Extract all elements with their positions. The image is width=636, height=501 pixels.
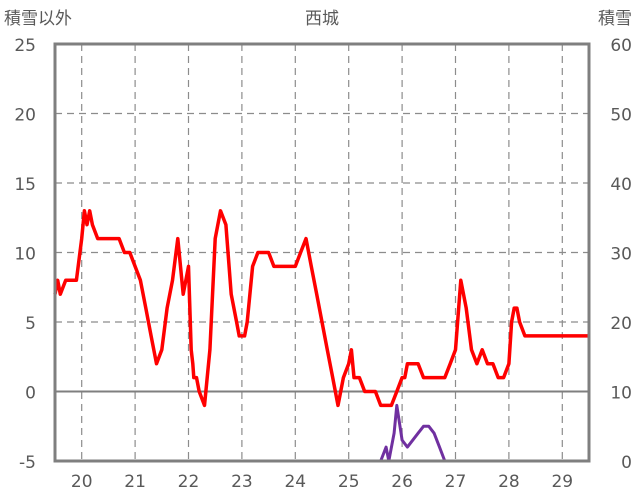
left-axis-title: 積雪以外 xyxy=(4,9,72,29)
right-tick-label-0: 60 xyxy=(610,36,632,56)
x-tick-label-0: 20 xyxy=(71,472,93,492)
x-tick-label-2: 22 xyxy=(178,472,200,492)
series-line-1 xyxy=(55,403,589,463)
plot-frame xyxy=(53,42,591,463)
x-tick-label-7: 27 xyxy=(445,472,467,492)
left-tick-label-2: 15 xyxy=(14,175,36,195)
x-tick-label-8: 28 xyxy=(498,472,520,492)
x-tick-label-4: 24 xyxy=(284,472,306,492)
right-tick-label-2: 40 xyxy=(610,175,632,195)
right-axis-title: 積雪 xyxy=(598,9,632,29)
series-layer xyxy=(53,209,589,463)
left-axis-ticks: 25 20 15 10 5 0 -5 xyxy=(14,36,36,473)
right-tick-label-6: 0 xyxy=(621,453,632,473)
x-tick-label-1: 21 xyxy=(124,472,146,492)
right-tick-label-3: 30 xyxy=(610,245,632,265)
series-line-0 xyxy=(53,209,589,408)
left-tick-label-4: 5 xyxy=(25,314,36,334)
right-tick-label-1: 50 xyxy=(610,106,632,126)
right-tick-label-5: 10 xyxy=(610,384,632,404)
x-tick-label-3: 23 xyxy=(231,472,253,492)
x-tick-label-5: 25 xyxy=(338,472,360,492)
right-axis-ticks: 60 50 40 30 20 10 0 xyxy=(610,36,632,473)
right-tick-label-4: 20 xyxy=(610,314,632,334)
left-tick-label-6: -5 xyxy=(19,453,36,473)
left-tick-label-0: 25 xyxy=(14,36,36,56)
left-tick-label-1: 20 xyxy=(14,106,36,126)
x-tick-label-6: 26 xyxy=(391,472,413,492)
chart-title: 西城 xyxy=(305,9,339,29)
left-tick-label-3: 10 xyxy=(14,245,36,265)
left-tick-label-5: 0 xyxy=(25,384,36,404)
gridlines xyxy=(55,44,589,461)
x-tick-label-9: 29 xyxy=(551,472,573,492)
x-axis-ticks: 20 21 22 23 24 25 26 27 28 29 xyxy=(71,472,573,492)
